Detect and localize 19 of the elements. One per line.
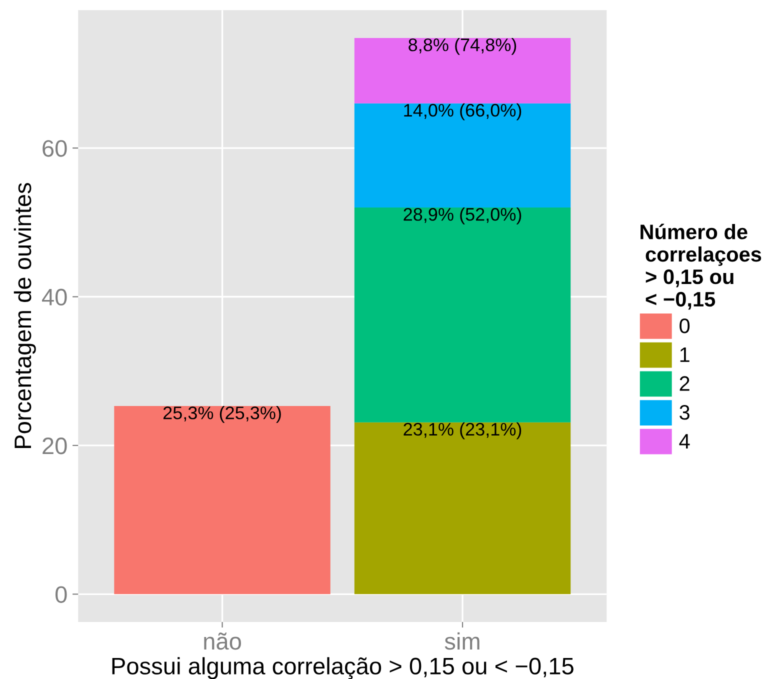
- x-tick-label: não: [204, 632, 241, 650]
- data-label: 28,9% (52,0%): [404, 208, 522, 224]
- y-tick-label: 20: [42, 438, 67, 454]
- legend-label: 3: [680, 405, 690, 420]
- legend-title: Número de correlaçoes > 0,15 ou < −0,15: [640, 224, 762, 310]
- y-tick-label: 0: [56, 586, 67, 603]
- legend-label: 4: [679, 434, 690, 448]
- x-axis-title: Possui alguma correlação > 0,15 ou < −0,15: [112, 657, 574, 679]
- legend-label: 0: [680, 318, 690, 334]
- legend-label: 1: [680, 348, 690, 362]
- legend-label: 2: [680, 376, 690, 391]
- data-label: 23,1% (23,1%): [404, 422, 522, 440]
- x-tick-label: sim: [444, 632, 480, 650]
- data-label: 8,8% (74,8%): [408, 38, 516, 55]
- data-label: 25,3% (25,3%): [163, 406, 281, 423]
- y-tick-label: 60: [42, 140, 67, 157]
- y-axis-title: Porcentagem de ouvintes: [14, 183, 36, 448]
- data-label: 14,0% (66,0%): [404, 103, 522, 120]
- y-tick-label: 40: [42, 288, 67, 306]
